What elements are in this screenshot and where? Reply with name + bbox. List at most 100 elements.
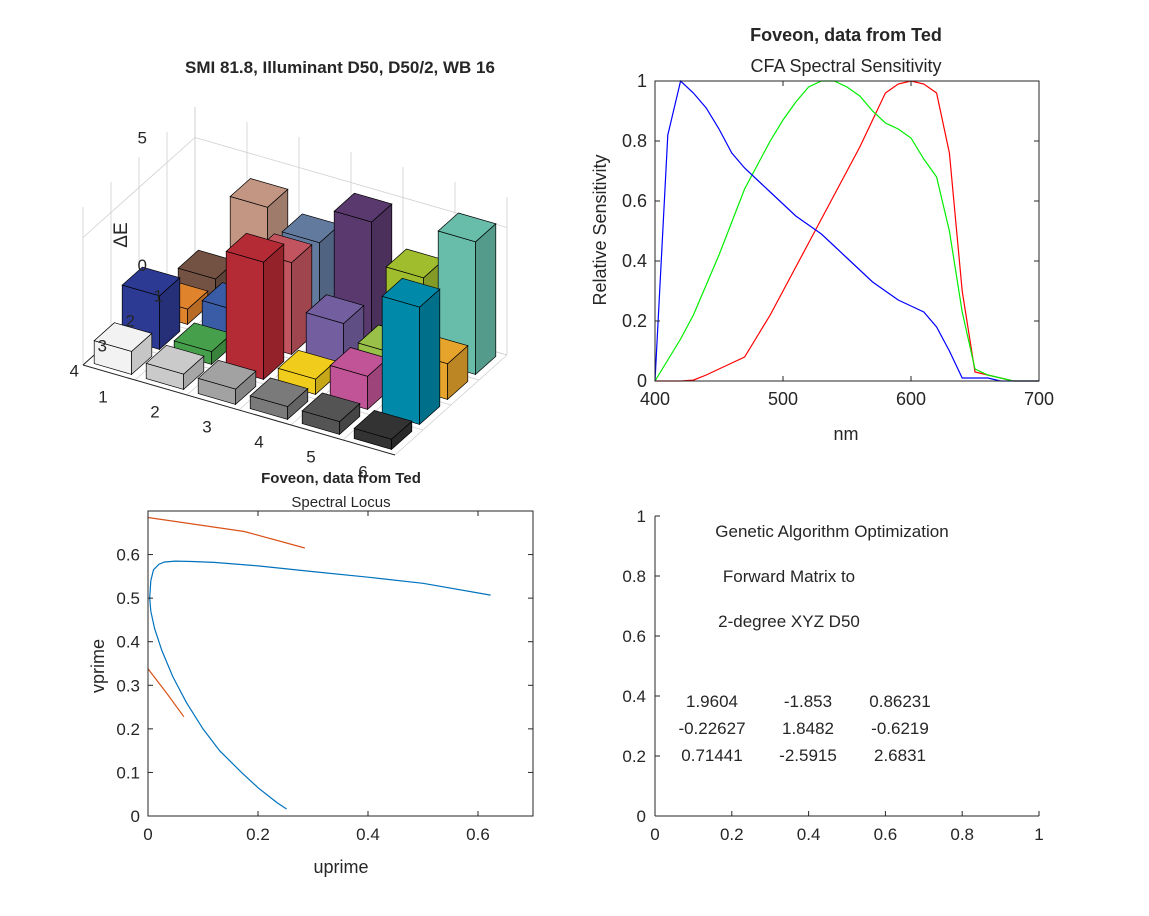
bar-top-face — [173, 322, 233, 352]
x-tick-label: 0 — [650, 825, 659, 844]
y-tick-label: 0.6 — [622, 627, 646, 646]
matrix-cell: -0.6219 — [871, 719, 929, 738]
y-tick-label: 0 — [131, 807, 140, 826]
bar-r4-c1 — [93, 322, 153, 376]
y-tick-label: 0.1 — [116, 763, 140, 782]
series-line-2 — [654, 80, 1039, 382]
x-tick-label: 1 — [1034, 825, 1043, 844]
row-tick-label: 3 — [98, 337, 107, 356]
matrix-line-1: Genetic Algorithm Optimization — [715, 522, 948, 541]
z-tick-label: 0 — [138, 256, 147, 275]
matrix-subplot: 0 0.2 0.4 0.6 0.8 1 0 0.2 0.4 0.6 0.8 1 Genetic Alg… — [622, 507, 1043, 844]
cfa-xlabel: nm — [833, 424, 858, 444]
bar-top-face — [437, 212, 497, 243]
x-tick-label: 0.2 — [720, 825, 744, 844]
x-tick-label: 600 — [896, 389, 926, 409]
bar-r3-c6 — [381, 277, 441, 426]
x-tick-label: 400 — [640, 389, 670, 409]
y-tick-label: 1 — [637, 71, 647, 91]
col-tick-label: 6 — [358, 463, 367, 482]
y-tick-label: 0.4 — [116, 633, 140, 652]
bar-top-face — [281, 213, 341, 244]
matrix-line-3: 2-degree XYZ D50 — [718, 612, 860, 631]
matrix-cell: 0.71441 — [681, 746, 742, 765]
col-tick-label: 4 — [254, 433, 263, 452]
bar-top-face — [177, 249, 237, 280]
bar-top-face — [305, 294, 365, 324]
col-tick-label: 5 — [306, 448, 315, 467]
bar-r3-c3 — [225, 232, 285, 381]
x-tick-label: 0.2 — [246, 825, 270, 844]
x-tick-label: 0 — [143, 825, 152, 844]
x-tick-label: 0.4 — [797, 825, 821, 844]
x-tick-label: 500 — [768, 389, 798, 409]
bar-top-face — [381, 277, 441, 308]
bar-top-face — [333, 192, 393, 223]
matrix-cell: 2.6831 — [874, 746, 926, 765]
bar-top-face — [329, 347, 389, 377]
axes-box — [147, 510, 534, 817]
y-tick-label: 0.6 — [116, 546, 140, 565]
bar-top-face — [229, 178, 289, 208]
locus-subplot: Foveon, data from Ted Spectral Locus upr… — [88, 470, 534, 877]
series-line-3 — [654, 79, 1039, 382]
bar3d-title: SMI 81.8, Illuminant D50, D50/2, WB 16 — [185, 58, 495, 77]
y-tick-label: 0.2 — [622, 747, 646, 766]
row-tick-label: 4 — [70, 362, 79, 381]
bar-r4-c2 — [145, 344, 205, 391]
z-tick-label: 5 — [138, 129, 147, 148]
col-tick-label: 2 — [150, 403, 159, 422]
bar-top-face — [385, 248, 445, 279]
locus-xlabel: uprime — [313, 857, 368, 877]
series-line-2 — [147, 516, 305, 549]
bar-side-face — [419, 288, 441, 426]
y-tick-label: 0 — [637, 807, 646, 826]
bar-r4-c6 — [353, 410, 413, 451]
matrix-axes: 0 0.2 0.4 0.6 0.8 1 0 0.2 0.4 0.6 0.8 1 — [622, 507, 1043, 844]
bar-r4-c3 — [197, 359, 257, 406]
cfa-ylabel: Relative Sensitivity — [590, 154, 610, 305]
y-tick-label: 0.4 — [622, 687, 646, 706]
y-tick-label: 0 — [637, 371, 647, 391]
locus-axes: 0 0.2 0.4 0.6 0 0.1 0.2 0.3 0.4 0.5 0.6 — [116, 510, 534, 844]
y-tick-label: 0.6 — [622, 191, 647, 211]
x-tick-label: 0.6 — [466, 825, 490, 844]
bar-top-face — [93, 322, 153, 352]
cfa-subtitle: CFA Spectral Sensitivity — [750, 56, 941, 76]
series-line-1 — [655, 80, 1039, 382]
bar-top-face — [197, 359, 257, 390]
matrix-cell: 1.8482 — [782, 719, 834, 738]
bar-side-face — [475, 223, 497, 376]
bar-top-face — [277, 349, 337, 380]
y-tick-label: 1 — [637, 507, 646, 526]
matrix-line-2: Forward Matrix to — [723, 567, 855, 586]
y-tick-label: 0.8 — [622, 567, 646, 586]
row-tick-label: 1 — [154, 287, 163, 306]
bar-top-face — [301, 392, 361, 422]
locus-series-lines — [147, 516, 491, 810]
cfa-series-lines — [654, 79, 1039, 382]
grid-line — [194, 137, 508, 228]
x-tick-label: 700 — [1024, 389, 1054, 409]
locus-subtitle: Spectral Locus — [291, 494, 390, 511]
matrix-cell: -2.5915 — [779, 746, 837, 765]
col-tick-label: 1 — [98, 388, 107, 407]
y-tick-label: 0.2 — [116, 720, 140, 739]
x-tick-label: 0.8 — [950, 825, 974, 844]
x-tick-label: 0.6 — [874, 825, 898, 844]
bar-top-face — [249, 377, 309, 407]
y-tick-label: 0.8 — [622, 131, 647, 151]
matrix-cell: 1.9604 — [686, 692, 738, 711]
x-tick-label: 0.4 — [356, 825, 380, 844]
bar3d-bars — [93, 178, 497, 451]
row-tick-label: 2 — [126, 312, 135, 331]
bar-r4-c5 — [301, 392, 361, 436]
y-tick-label: 0.2 — [622, 311, 647, 331]
cfa-title: Foveon, data from Ted — [750, 25, 942, 45]
bar-top-face — [353, 410, 413, 440]
bar-side-face — [263, 243, 285, 381]
bar-top-face — [145, 344, 205, 375]
